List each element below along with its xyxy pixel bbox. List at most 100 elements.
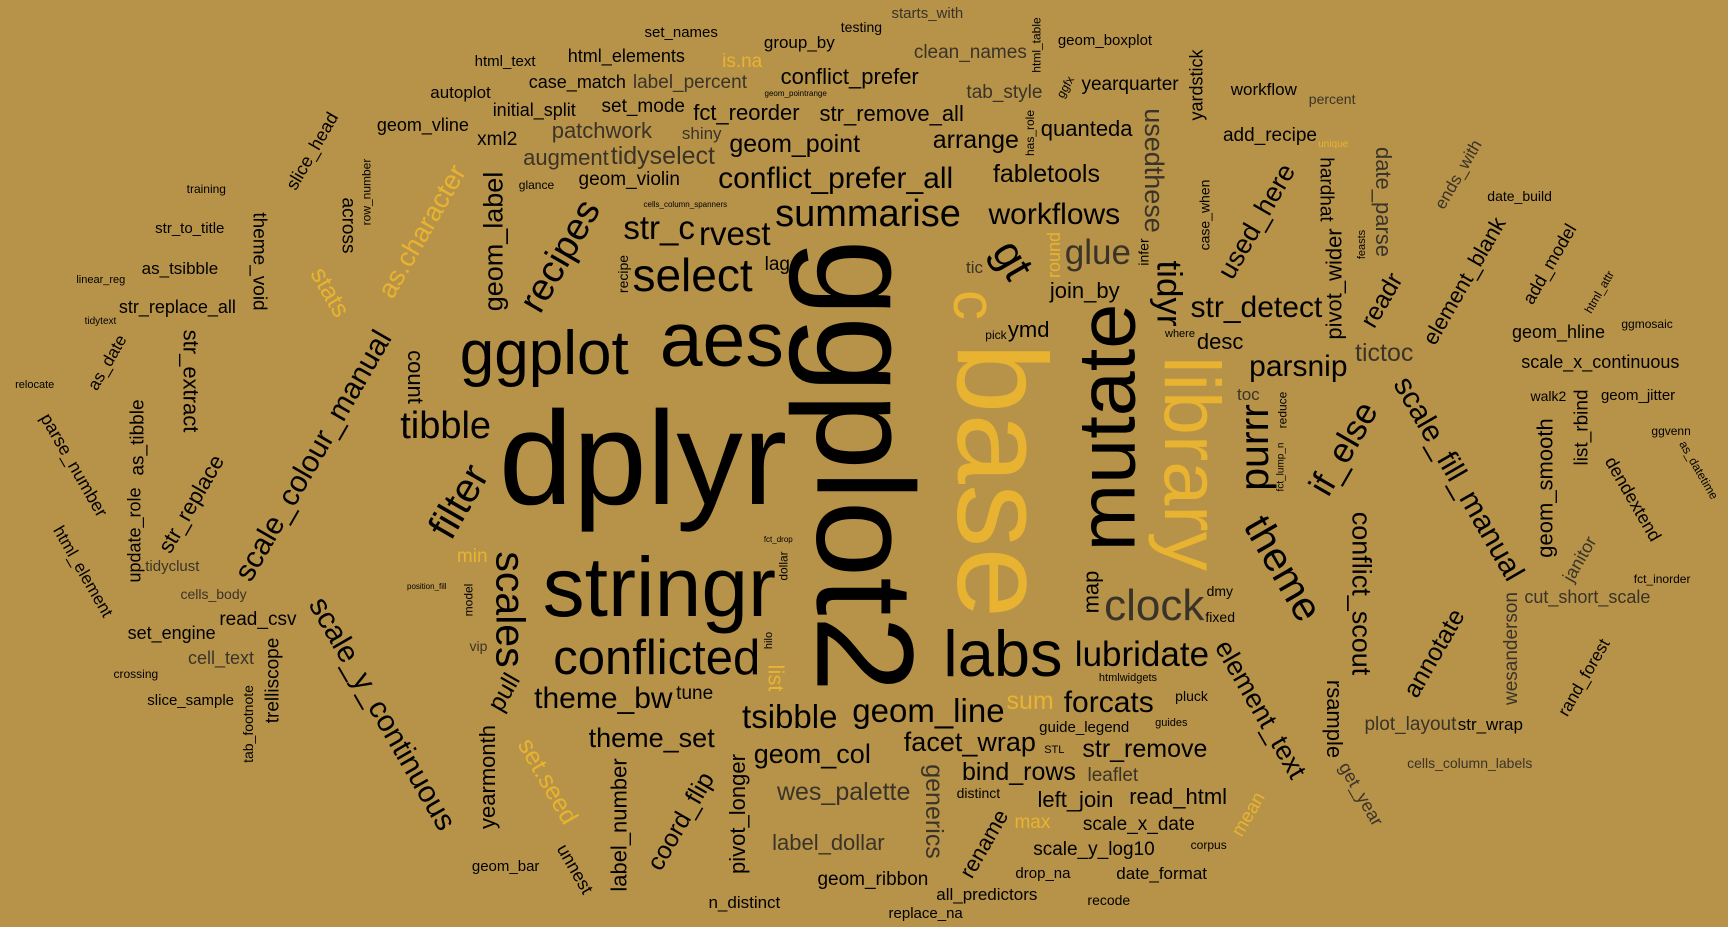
word-cloud-term: tab_style xyxy=(966,82,1043,104)
word-cloud-term: as_tsibble xyxy=(141,258,219,278)
word-cloud-term: c xyxy=(941,290,1009,321)
word-cloud-term: usedthese xyxy=(1138,108,1169,233)
word-cloud-term: fct_drop xyxy=(763,535,793,545)
word-cloud-term: str_detect xyxy=(1190,291,1323,325)
word-cloud-term: recipes xyxy=(511,192,610,320)
word-cloud-term: element_text xyxy=(1209,635,1313,785)
word-cloud-term: str_c xyxy=(623,209,695,247)
word-cloud-term: mutate xyxy=(1061,304,1152,552)
word-cloud-term: html_table xyxy=(1029,17,1044,73)
word-cloud-term: model xyxy=(461,583,476,617)
word-cloud-term: case_match xyxy=(528,72,626,93)
word-cloud-term: cells_column_labels xyxy=(1407,754,1533,771)
word-cloud-term: html_attr xyxy=(1581,268,1618,317)
word-cloud-term: stats xyxy=(304,262,356,323)
word-cloud-term: select xyxy=(632,248,753,301)
word-cloud-term: min xyxy=(456,546,488,568)
word-cloud-term: geom_point xyxy=(729,130,861,159)
word-cloud-term: unnest xyxy=(553,840,598,898)
word-cloud-term: geom_smooth xyxy=(1532,418,1558,558)
word-cloud-term: str_extract xyxy=(178,329,204,433)
word-cloud-term: max xyxy=(1014,812,1051,834)
word-cloud-term: scale_y_log10 xyxy=(1033,839,1155,861)
word-cloud-term: geom_violin xyxy=(578,169,680,191)
word-cloud-term: htmlwidgets xyxy=(1098,672,1157,685)
word-cloud-term: starts_with xyxy=(891,4,964,22)
word-cloud-term: geom_jitter xyxy=(1600,386,1676,404)
word-cloud-term: conflicted xyxy=(553,630,761,685)
word-cloud-term: autoplot xyxy=(430,83,491,103)
word-cloud-term: wes_palette xyxy=(776,777,911,806)
word-cloud-term: scale_x_continuous xyxy=(1521,352,1680,373)
word-cloud-term: workflows xyxy=(988,197,1121,231)
word-cloud-term: shiny xyxy=(681,123,722,143)
word-cloud-term: janitor xyxy=(1558,532,1601,586)
word-cloud-term: mean xyxy=(1228,789,1271,841)
word-cloud-term: add_recipe xyxy=(1222,124,1317,146)
word-cloud-term: patchwork xyxy=(551,118,652,144)
word-cloud-term: reduce xyxy=(1275,391,1290,429)
word-cloud-term: tidyr xyxy=(1149,260,1189,327)
word-cloud-term: workflow xyxy=(1230,80,1297,100)
word-cloud-term: ends_with xyxy=(1431,136,1486,213)
word-cloud-term: fixed xyxy=(1205,608,1235,625)
word-cloud-term: str_replace_all xyxy=(118,297,236,318)
word-cloud-term: add_model xyxy=(1518,220,1581,309)
word-cloud-term: geom_hline xyxy=(1511,321,1606,342)
word-cloud-term: aes xyxy=(659,296,784,383)
word-cloud-term: geom_line xyxy=(852,691,1005,729)
word-cloud-term: str_replace xyxy=(152,450,229,558)
word-cloud-term: lag xyxy=(764,253,790,275)
word-cloud-term: tsibble xyxy=(742,698,838,736)
word-cloud-term: ggplot2 xyxy=(786,239,941,692)
word-cloud-term: str_remove_all xyxy=(819,100,964,126)
word-cloud-term: distinct xyxy=(956,784,1001,801)
word-cloud-term: count xyxy=(402,350,428,405)
word-cloud-term: geom_ribbon xyxy=(817,868,929,890)
word-cloud-term: desc xyxy=(1196,329,1244,355)
word-cloud-term: recode xyxy=(1087,892,1131,909)
word-cloud-term: theme_set xyxy=(588,722,715,753)
word-cloud-term: crossing xyxy=(113,667,159,682)
word-cloud-term: str_wrap xyxy=(1457,714,1523,734)
word-cloud-term: tictoc xyxy=(1355,339,1414,368)
word-cloud-term: update_role xyxy=(124,487,145,583)
word-cloud-term: summarise xyxy=(775,193,961,236)
word-cloud-term: gt xyxy=(982,231,1044,288)
word-cloud-term: has_role xyxy=(1022,110,1037,157)
word-cloud-term: relocate xyxy=(15,378,55,391)
word-cloud-term: round xyxy=(1044,231,1065,278)
word-cloud-term: tidytext xyxy=(84,316,117,328)
word-cloud-term: testing xyxy=(840,18,883,35)
word-cloud-term: geom_vline xyxy=(376,114,469,135)
word-cloud-term: as.character xyxy=(372,159,473,303)
word-cloud-term: left_join xyxy=(1037,786,1114,812)
word-cloud-term: generics xyxy=(919,764,948,860)
word-cloud-term: fabletools xyxy=(992,159,1100,188)
word-cloud-term: recipe xyxy=(614,255,631,294)
word-cloud-term: walk2 xyxy=(1530,388,1567,405)
word-cloud-term: html_element xyxy=(49,522,117,620)
word-cloud-term: filter xyxy=(418,456,498,547)
word-cloud-term: library xyxy=(1148,355,1238,571)
word-cloud-term: sum xyxy=(1006,686,1054,715)
word-cloud-term: html_elements xyxy=(567,46,685,67)
word-cloud-term: used_here xyxy=(1211,158,1302,285)
word-cloud-term: parsnip xyxy=(1249,350,1348,384)
word-cloud-term: guides xyxy=(1155,716,1188,729)
word-cloud-term: geom_pointrange xyxy=(764,88,827,98)
word-cloud-term: read_csv xyxy=(219,608,297,630)
word-cloud-term: ggvenn xyxy=(1651,424,1691,439)
word-cloud-term: initial_split xyxy=(492,100,576,121)
word-cloud-term: ymd xyxy=(1007,316,1050,342)
word-cloud-term: join_by xyxy=(1049,277,1120,303)
word-cloud-term: group_by xyxy=(763,33,835,53)
word-cloud-term: html_text xyxy=(474,53,536,71)
word-cloud-term: linear_reg xyxy=(76,273,126,286)
word-cloud-term: geom_boxplot xyxy=(1057,32,1153,50)
word-cloud-term: where xyxy=(1165,327,1195,340)
word-cloud-term: hilo xyxy=(763,631,776,649)
word-cloud-term: scale_x_date xyxy=(1082,813,1195,835)
word-cloud-term: cells_body xyxy=(180,586,247,603)
